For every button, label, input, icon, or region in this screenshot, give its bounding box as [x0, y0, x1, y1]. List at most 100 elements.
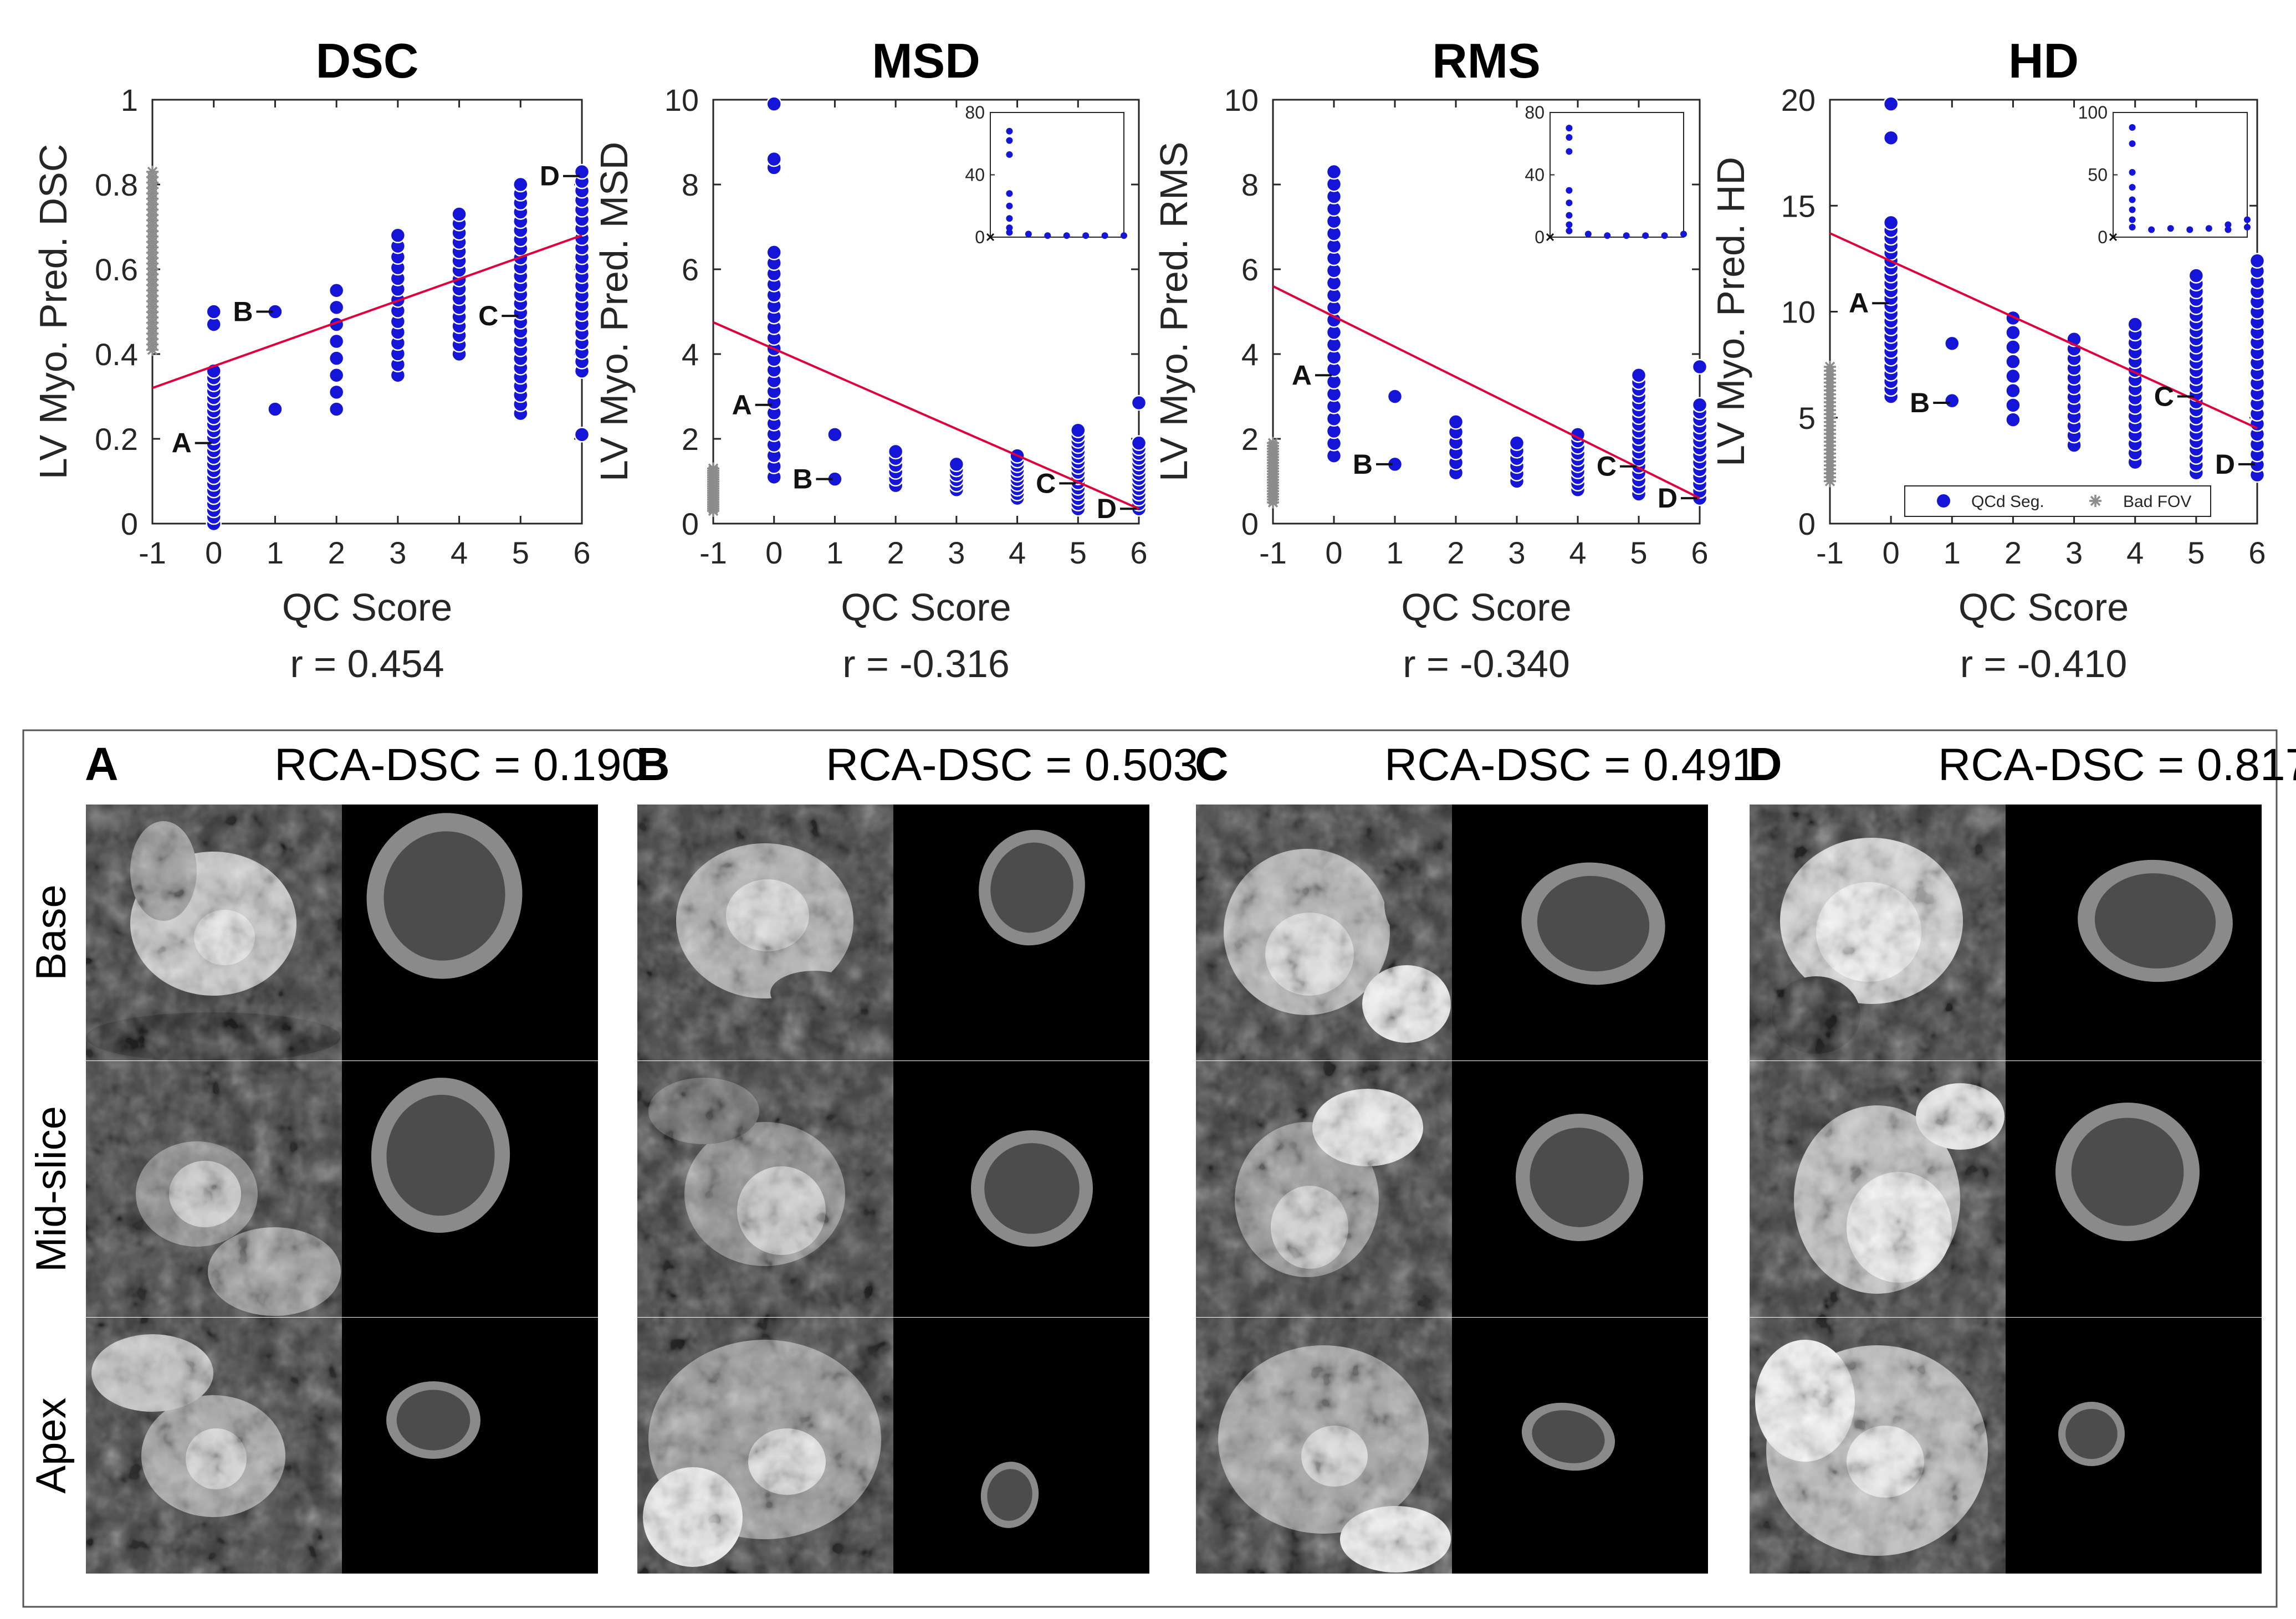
inset-point: [2225, 221, 2232, 228]
inset-point: [1566, 134, 1573, 141]
case-marker-b: B: [792, 464, 812, 495]
y-tick-label: 2: [682, 422, 699, 457]
qcd-seg-point: [1630, 367, 1647, 383]
qcd-seg-point: [2005, 382, 2021, 399]
case-marker-b: B: [233, 296, 253, 327]
qcd-seg-point: [1070, 422, 1086, 438]
inset-point: [1006, 190, 1013, 197]
x-tick-label: 2: [1447, 535, 1464, 570]
y-tick-label: 10: [664, 83, 699, 117]
row-label-base: Base: [28, 884, 75, 980]
qcd-seg-point: [2249, 253, 2266, 269]
cases-border: [22, 729, 2278, 1608]
inset-y-tick-label: 0: [975, 227, 985, 247]
case-rca-dsc: RCA-DSC = 0.491: [1384, 740, 1757, 790]
qcd-seg-point: [827, 427, 843, 443]
inset-frame: [990, 112, 1124, 238]
x-axis-label: QC Score: [282, 586, 452, 629]
correlation-value: r = -0.340: [1403, 642, 1570, 685]
inset-point: [1566, 212, 1573, 219]
x-tick-label: 4: [1009, 535, 1026, 570]
qcd-seg-point: [328, 401, 345, 417]
x-tick-label: 1: [826, 535, 843, 570]
inset-point: [1006, 224, 1013, 232]
x-tick-label: 2: [2004, 535, 2022, 570]
qcd-seg-point: [1883, 130, 1899, 146]
case-marker-d: D: [1097, 493, 1117, 524]
y-tick-label: 0.4: [95, 337, 138, 372]
row-label-apex: Apex: [28, 1397, 75, 1493]
legend-bad-fov-label: Bad FOV: [2123, 493, 2191, 511]
inset-point: [2186, 226, 2193, 233]
inset-point: [1566, 199, 1573, 207]
inset-y-tick-label: 0: [2098, 227, 2108, 247]
inset-frame: [1550, 112, 1684, 238]
inset-point: [2129, 184, 2136, 191]
case-a: A RCA-DSC = 0.190: [85, 738, 647, 1574]
x-tick-label: 2: [887, 535, 904, 570]
case-letter: A: [85, 738, 119, 790]
qcd-seg-point: [513, 176, 529, 193]
x-axis-label: QC Score: [1401, 586, 1571, 629]
qcd-seg-point: [1387, 388, 1403, 404]
x-tick-label: 6: [573, 535, 590, 570]
y-tick-label: 20: [1781, 83, 1816, 117]
y-tick-label: 0.2: [95, 422, 138, 457]
case-b: B RCA-DSC = 0.503: [636, 738, 1198, 1574]
x-tick-label: 3: [948, 535, 965, 570]
inset-plot: 0 50 100: [2078, 103, 2251, 247]
inset-y-tick-label: 100: [2078, 103, 2108, 122]
qcd-seg-point: [1508, 435, 1525, 451]
regression-line: [713, 321, 1139, 510]
inset-point: [1082, 232, 1090, 239]
mri-image-base: [637, 805, 893, 1060]
qcd-seg-point: [328, 350, 345, 366]
case-marker-a: A: [732, 390, 752, 421]
x-tick-label: 6: [1691, 535, 1708, 570]
plot-title: RMS: [1432, 33, 1541, 88]
x-tick-label: -1: [1259, 535, 1287, 570]
inset-point: [1101, 232, 1108, 239]
inset-point: [1006, 202, 1013, 209]
inset-point: [1680, 230, 1687, 238]
x-tick-label: 6: [1130, 535, 1147, 570]
qcd-seg-point: [1448, 414, 1464, 430]
legend-qcd-label: QCd Seg.: [1971, 493, 2044, 511]
mri-image-apex: [637, 1318, 893, 1574]
x-axis-label: QC Score: [841, 586, 1011, 629]
bad-fov-point: [1267, 437, 1279, 449]
x-tick-label: 5: [1070, 535, 1087, 570]
x-tick-label: 2: [328, 535, 345, 570]
qcd-seg-point: [2127, 316, 2143, 332]
qcd-seg-point: [206, 304, 222, 320]
mri-image-apex: [1750, 1318, 2006, 1574]
x-tick-label: 6: [2248, 535, 2266, 570]
case-marker-a: A: [1292, 360, 1312, 391]
bad-fov-point: [707, 462, 719, 475]
qcd-seg-point: [766, 244, 782, 260]
y-tick-label: 2: [1241, 422, 1259, 457]
segmentation-mask-mid-slice: [342, 1061, 598, 1317]
x-tick-label: 3: [2065, 535, 2083, 570]
x-tick-label: 1: [1944, 535, 1961, 570]
qcd-seg-point: [948, 456, 965, 473]
y-tick-label: 10: [1781, 295, 1816, 330]
inset-y-tick-label: 40: [1525, 165, 1545, 185]
mri-image-mid-slice: [1750, 1061, 2006, 1317]
mri-image-mid-slice: [637, 1061, 893, 1317]
qcd-seg-point: [574, 427, 590, 443]
x-tick-label: 1: [267, 535, 284, 570]
inset-point: [2129, 124, 2136, 131]
inset-point: [1044, 232, 1051, 239]
x-tick-label: 5: [2187, 535, 2205, 570]
case-rca-dsc: RCA-DSC = 0.503: [826, 740, 1198, 790]
qcd-seg-point: [451, 206, 467, 222]
inset-point: [2167, 225, 2174, 232]
regression-line: [152, 234, 582, 390]
y-tick-label: 4: [682, 337, 699, 372]
y-tick-label: 10: [1224, 83, 1259, 117]
inset-plot: 0 40 80: [1525, 103, 1687, 247]
